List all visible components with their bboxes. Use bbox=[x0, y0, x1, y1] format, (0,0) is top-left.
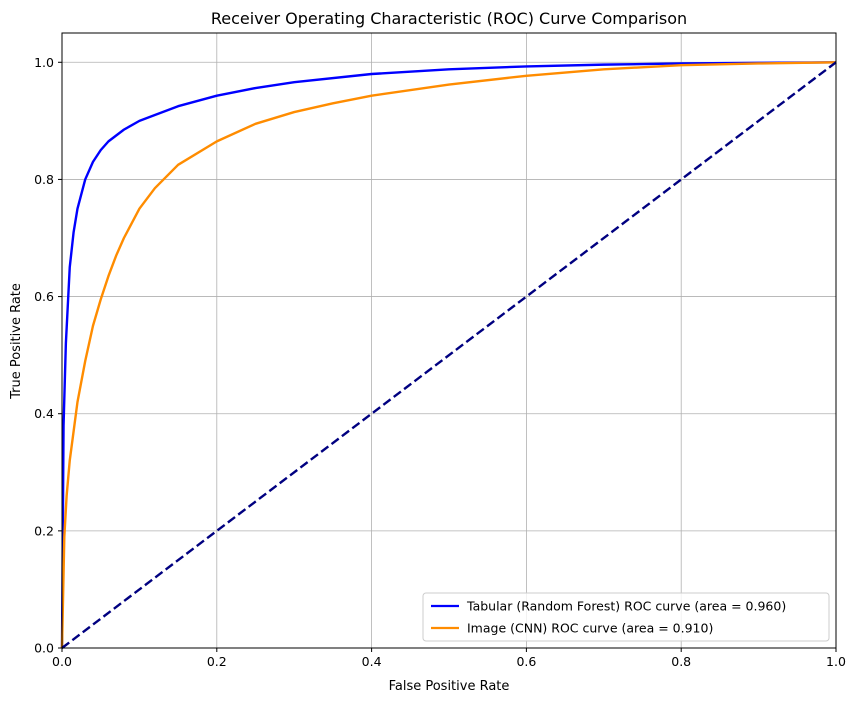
y-tick-label: 0.6 bbox=[34, 289, 54, 304]
cnn-roc-curve bbox=[60, 61, 837, 649]
x-tick-label: 0.4 bbox=[362, 654, 382, 669]
plot-lines bbox=[60, 61, 837, 649]
chart-title: Receiver Operating Characteristic (ROC) … bbox=[211, 9, 687, 28]
tabular-roc-curve bbox=[60, 61, 837, 649]
x-axis-label: False Positive Rate bbox=[389, 679, 510, 694]
x-tick-label: 0.0 bbox=[52, 654, 72, 669]
y-axis-label: True Positive Rate bbox=[9, 283, 24, 400]
y-axis-ticks: 0.0 0.2 0.4 0.6 0.8 1.0 bbox=[34, 55, 62, 656]
y-tick-label: 0.0 bbox=[34, 641, 54, 656]
x-tick-label: 0.6 bbox=[516, 654, 536, 669]
legend-box bbox=[422, 592, 830, 642]
y-tick-label: 0.4 bbox=[34, 406, 54, 421]
x-tick-label: 0.2 bbox=[207, 654, 227, 669]
y-tick-label: 1.0 bbox=[34, 55, 54, 70]
y-tick-label: 0.8 bbox=[34, 172, 54, 187]
x-axis-ticks: 0.0 0.2 0.4 0.6 0.8 1.0 bbox=[52, 648, 846, 669]
legend-label-tabular: Tabular (Random Forest) ROC curve (area … bbox=[466, 599, 786, 614]
chance-diagonal-line bbox=[61, 61, 837, 649]
legend-label-cnn: Image (CNN) ROC curve (area = 0.910) bbox=[467, 621, 713, 636]
legend: Tabular (Random Forest) ROC curve (area … bbox=[422, 592, 830, 642]
y-tick-label: 0.2 bbox=[34, 523, 54, 538]
grid bbox=[61, 33, 837, 649]
axes-frame bbox=[61, 32, 837, 649]
x-tick-label: 1.0 bbox=[826, 654, 846, 669]
x-tick-label: 0.8 bbox=[671, 654, 691, 669]
